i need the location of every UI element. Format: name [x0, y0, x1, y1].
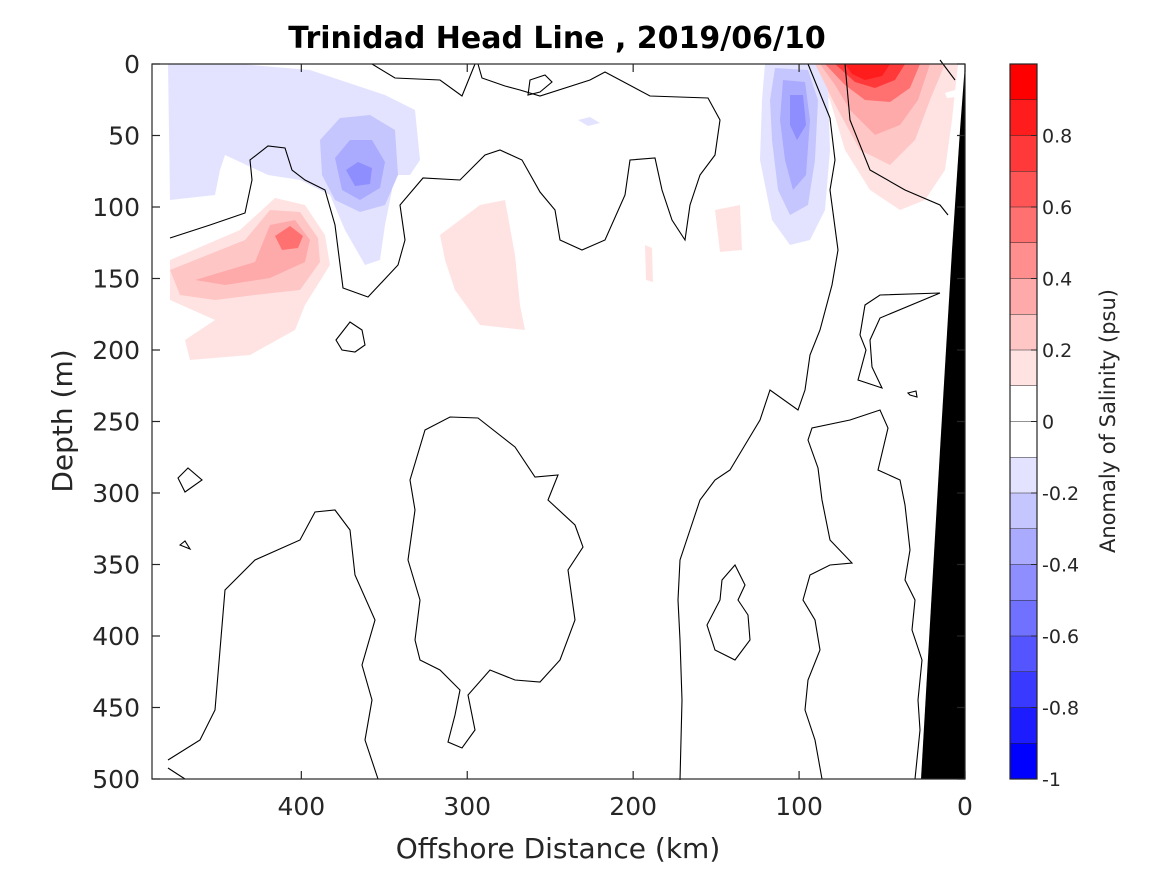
land-mask	[921, 64, 965, 779]
colorbar-tick-label: 0.4	[1042, 269, 1072, 291]
colorbar-swatch	[1010, 743, 1037, 780]
zero-contour	[178, 540, 192, 551]
y-tick-label: 50	[108, 122, 140, 151]
negative-anomaly-region	[578, 117, 600, 126]
colorbar-swatch	[1010, 278, 1037, 315]
colorbar-swatch	[1010, 314, 1037, 351]
colorbar-swatch	[1010, 385, 1037, 422]
zero-contour	[169, 63, 721, 298]
positive-anomaly-region	[715, 205, 742, 252]
zero-contour	[167, 509, 379, 780]
y-tick-label: 0	[124, 50, 140, 79]
zero-contour	[706, 564, 751, 661]
y-tick-label: 450	[92, 694, 140, 723]
x-axis: 400 300 200 100 0	[277, 64, 973, 821]
x-tick-label: 300	[443, 792, 491, 821]
zero-contour	[167, 767, 186, 780]
colorbar-swatch	[1010, 207, 1037, 244]
zero-contour	[527, 74, 553, 96]
positive-anomaly-region	[440, 200, 525, 330]
positive-anomaly-region	[645, 245, 653, 282]
colorbar-swatch	[1010, 528, 1037, 565]
colorbar-swatch	[1010, 135, 1037, 172]
y-tick-label: 250	[92, 408, 140, 437]
zero-contour	[407, 416, 584, 749]
colorbar-swatch	[1010, 707, 1037, 744]
y-tick-label: 200	[92, 336, 140, 365]
anomaly-fills	[168, 64, 958, 360]
colorbar-tick-label: -1	[1042, 769, 1061, 791]
zero-contours	[167, 59, 956, 781]
colorbar-swatch	[1010, 564, 1037, 601]
x-tick-label: 0	[957, 792, 973, 821]
y-tick-label: 100	[92, 193, 140, 222]
colorbar-swatch	[1010, 600, 1037, 637]
zero-contour	[677, 63, 839, 781]
colorbar: 0.8 0.6 0.4 0.2 0 -0.2 -0.4 -0.6 -0.8 -1	[1009, 63, 1079, 791]
y-tick-label: 350	[92, 551, 140, 580]
colorbar-swatch	[1010, 421, 1037, 458]
zero-contour	[844, 63, 949, 216]
colorbar-tick-label: 0.6	[1042, 197, 1072, 219]
y-tick-label: 500	[92, 765, 140, 794]
negative-anomaly-region	[168, 64, 420, 265]
plot-area	[151, 59, 966, 781]
x-tick-label: 400	[277, 792, 325, 821]
chart-title: Trinidad Head Line , 2019/06/10	[288, 21, 825, 56]
zero-contour	[906, 390, 918, 398]
colorbar-swatch	[1010, 350, 1037, 387]
zero-contour	[335, 321, 366, 353]
colorbar-tick-label: -0.4	[1042, 555, 1079, 577]
colorbar-tick-label: -0.8	[1042, 698, 1079, 720]
colorbar-tick-label: -0.2	[1042, 483, 1079, 505]
colorbar-tick-label: 0	[1042, 412, 1054, 434]
colorbar-swatch	[1010, 457, 1037, 494]
colorbar-label: Anomaly of Salinity (psu)	[1096, 289, 1120, 553]
colorbar-swatch	[1010, 242, 1037, 279]
x-tick-label: 200	[609, 792, 657, 821]
negative-anomaly-region	[790, 95, 806, 140]
colorbar-swatch	[1010, 493, 1037, 530]
y-tick-label: 150	[92, 265, 140, 294]
colorbar-swatch	[1010, 171, 1037, 208]
y-axis: 0 50 100 150 200 250 300 350 400 450 500	[92, 50, 965, 794]
surface-speck	[945, 90, 956, 98]
colorbar-tick-label: -0.6	[1042, 626, 1079, 648]
zero-contour	[177, 467, 203, 493]
colorbar-swatch	[1010, 636, 1037, 673]
zero-contour	[371, 63, 476, 97]
colorbar-tick-label: 0.8	[1042, 126, 1072, 148]
zero-contour	[857, 292, 941, 389]
x-axis-label: Offshore Distance (km)	[396, 832, 721, 865]
zero-contour	[939, 59, 956, 81]
positive-anomaly-region	[275, 226, 303, 250]
positive-anomaly-region	[845, 64, 890, 80]
colorbar-swatch	[1010, 99, 1037, 136]
negative-anomaly-region	[346, 162, 372, 186]
y-tick-label: 400	[92, 622, 140, 651]
zero-contour	[802, 409, 923, 780]
colorbar-tick-label: 0.2	[1042, 340, 1072, 362]
colorbar-swatch	[1010, 64, 1037, 101]
y-tick-label: 300	[92, 479, 140, 508]
x-tick-label: 100	[775, 792, 823, 821]
y-axis-label: Depth (m)	[46, 349, 79, 492]
colorbar-swatch	[1010, 671, 1037, 708]
